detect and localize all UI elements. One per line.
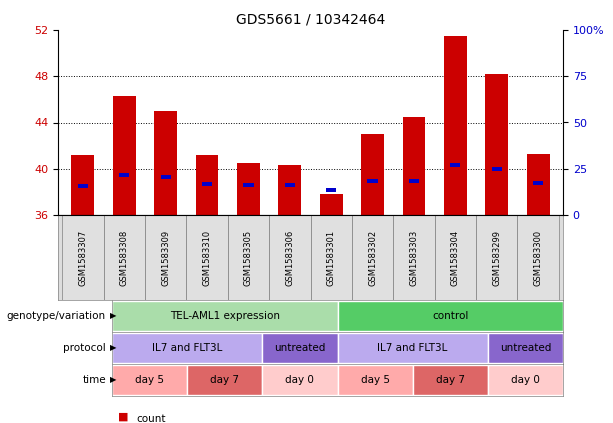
Bar <box>367 179 378 184</box>
Text: genotype/variation: genotype/variation <box>7 311 106 321</box>
Text: GSM1583301: GSM1583301 <box>327 229 336 286</box>
Bar <box>517 215 559 300</box>
Text: ▶: ▶ <box>110 376 116 385</box>
Text: time: time <box>82 375 106 385</box>
Bar <box>262 332 338 363</box>
Bar <box>196 155 218 215</box>
Bar <box>187 365 262 396</box>
Bar <box>326 187 337 192</box>
Bar <box>338 301 563 331</box>
Bar <box>112 332 262 363</box>
Bar <box>485 74 508 215</box>
Bar <box>112 301 338 331</box>
Bar <box>262 365 338 396</box>
Text: untreated: untreated <box>500 343 551 353</box>
Bar <box>492 167 502 171</box>
Text: GSM1583302: GSM1583302 <box>368 229 377 286</box>
Title: GDS5661 / 10342464: GDS5661 / 10342464 <box>236 12 385 26</box>
Bar <box>320 194 343 215</box>
Text: count: count <box>137 414 166 423</box>
Bar <box>237 163 260 215</box>
Bar <box>72 155 94 215</box>
Bar <box>488 332 563 363</box>
Text: GSM1583309: GSM1583309 <box>161 229 170 286</box>
Bar <box>394 215 435 300</box>
Text: GSM1583308: GSM1583308 <box>120 229 129 286</box>
Text: GSM1583300: GSM1583300 <box>534 229 543 286</box>
Text: IL7 and FLT3L: IL7 and FLT3L <box>152 343 223 353</box>
Bar <box>145 215 186 300</box>
Bar <box>403 117 425 215</box>
Text: day 5: day 5 <box>135 375 164 385</box>
Text: untreated: untreated <box>274 343 326 353</box>
Bar <box>113 96 135 215</box>
Bar <box>202 182 212 186</box>
Bar <box>451 163 460 168</box>
Bar <box>488 365 563 396</box>
Bar <box>278 165 301 215</box>
Bar <box>413 365 488 396</box>
Bar <box>154 111 177 215</box>
Text: control: control <box>432 311 468 321</box>
Bar <box>409 179 419 184</box>
Bar <box>62 215 104 300</box>
Bar <box>269 215 311 300</box>
Text: day 5: day 5 <box>360 375 390 385</box>
Bar <box>338 332 488 363</box>
Bar <box>284 183 295 187</box>
Text: protocol: protocol <box>63 343 106 353</box>
Bar <box>243 183 254 187</box>
Bar <box>112 365 187 396</box>
Text: GSM1583310: GSM1583310 <box>202 229 211 286</box>
Text: GSM1583305: GSM1583305 <box>244 229 253 286</box>
Bar <box>476 215 517 300</box>
Bar <box>435 215 476 300</box>
Text: GSM1583306: GSM1583306 <box>285 229 294 286</box>
Text: day 0: day 0 <box>511 375 540 385</box>
Bar <box>338 365 413 396</box>
Bar <box>104 215 145 300</box>
Bar <box>527 154 549 215</box>
Bar <box>361 134 384 215</box>
Text: GSM1583307: GSM1583307 <box>78 229 87 286</box>
Bar <box>444 36 466 215</box>
Bar <box>186 215 227 300</box>
Text: IL7 and FLT3L: IL7 and FLT3L <box>378 343 448 353</box>
Text: GSM1583303: GSM1583303 <box>409 229 419 286</box>
Bar <box>227 215 269 300</box>
Bar <box>533 181 543 185</box>
Text: GSM1583304: GSM1583304 <box>451 229 460 286</box>
Text: ■: ■ <box>118 411 129 421</box>
Bar <box>119 173 129 176</box>
Text: day 0: day 0 <box>286 375 314 385</box>
Bar <box>161 175 171 179</box>
Text: ▶: ▶ <box>110 311 116 321</box>
Text: day 7: day 7 <box>210 375 239 385</box>
Text: day 7: day 7 <box>436 375 465 385</box>
Bar <box>78 184 88 188</box>
Bar <box>352 215 394 300</box>
Bar <box>311 215 352 300</box>
Text: TEL-AML1 expression: TEL-AML1 expression <box>170 311 280 321</box>
Text: GSM1583299: GSM1583299 <box>492 230 501 286</box>
Text: ▶: ▶ <box>110 343 116 352</box>
